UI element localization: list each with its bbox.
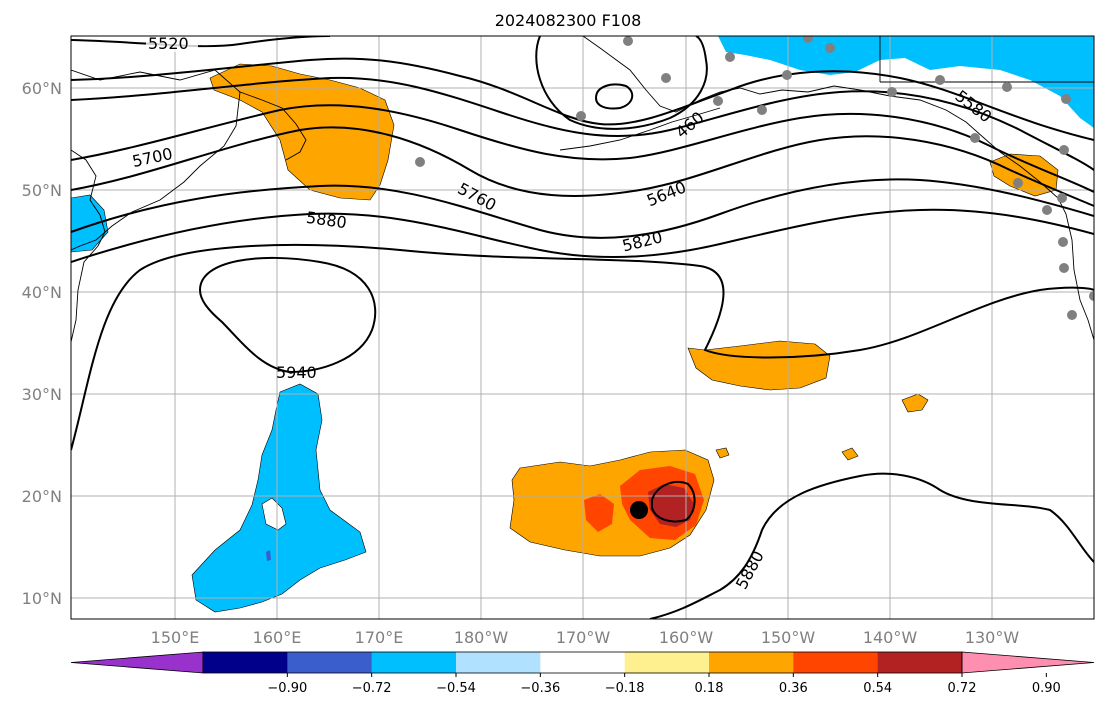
contour-label: 5520 bbox=[148, 34, 189, 53]
colorbar-bin bbox=[371, 652, 457, 673]
station-marker bbox=[1089, 291, 1094, 301]
contour-low-alaska bbox=[535, 36, 708, 130]
anomaly-region-subtropical bbox=[687, 340, 831, 391]
station-marker bbox=[1058, 237, 1068, 247]
shaded-anomaly-regions bbox=[71, 36, 1094, 613]
colorbar-bin bbox=[877, 652, 963, 673]
station-marker bbox=[713, 96, 723, 106]
colorbar-tick-label: −0.90 bbox=[267, 681, 307, 696]
station-markers bbox=[415, 36, 1094, 320]
station-marker bbox=[415, 157, 425, 167]
colorbar-bin bbox=[540, 652, 626, 673]
station-marker bbox=[825, 43, 835, 53]
lon-tick-label: 170°W bbox=[556, 628, 611, 647]
colorbar-bin bbox=[793, 652, 879, 673]
colorbar: −0.90 −0.72 −0.54 −0.36 −0.18 0.18 0.36 0.54 0.7… bbox=[70, 651, 1095, 696]
lon-tick-label: 160°E bbox=[253, 628, 302, 647]
anomaly-region-arctic-negative bbox=[718, 36, 1094, 128]
anomaly-region-small-east bbox=[901, 393, 929, 413]
colorbar-bin bbox=[287, 652, 373, 673]
colorbar-tick-label: −0.72 bbox=[352, 681, 392, 696]
anomaly-region-hole bbox=[261, 497, 287, 531]
contour-5880-north bbox=[71, 208, 1094, 263]
lon-tick-label: 170°E bbox=[355, 628, 404, 647]
colorbar-bin bbox=[203, 652, 288, 673]
contour-low-alaska-inner bbox=[594, 83, 634, 110]
coastline-asia-east bbox=[71, 149, 106, 343]
station-marker bbox=[887, 87, 897, 97]
contour-5880-subtropical bbox=[71, 243, 1094, 451]
contour-label: 5940 bbox=[276, 363, 317, 382]
colorbar-extension-low bbox=[70, 651, 204, 674]
lon-tick-label: 150°E bbox=[151, 628, 200, 647]
colorbar-tick-label: −0.18 bbox=[605, 681, 645, 696]
lat-tick-label: 10°N bbox=[22, 589, 62, 608]
longitude-labels: 150°E 160°E 170°E 180°W 170°W 160°W 150°… bbox=[151, 628, 1020, 647]
colorbar-bin bbox=[456, 652, 541, 673]
station-marker bbox=[1002, 82, 1012, 92]
lon-tick-label: 160°W bbox=[659, 628, 714, 647]
contour-5700 bbox=[71, 104, 1094, 193]
colorbar-tick-label: −0.54 bbox=[436, 681, 476, 696]
chart-title: 2024082300 F108 bbox=[495, 11, 642, 30]
colorbar-tick-label: 0.90 bbox=[1032, 681, 1061, 696]
station-marker bbox=[1042, 205, 1052, 215]
contour-5820 bbox=[71, 178, 1094, 239]
anomaly-region-hawaii-west bbox=[584, 494, 614, 532]
colorbar-tick-label: 0.18 bbox=[695, 681, 724, 696]
latitude-labels: 60°N 50°N 40°N 30°N 20°N 10°N bbox=[22, 79, 62, 608]
height-contours bbox=[71, 36, 1094, 619]
lat-tick-label: 20°N bbox=[22, 487, 62, 506]
station-marker bbox=[1057, 193, 1067, 203]
lat-tick-label: 30°N bbox=[22, 385, 62, 404]
station-marker bbox=[970, 133, 980, 143]
gridlines bbox=[71, 36, 1094, 619]
contour-5760 bbox=[71, 126, 1094, 207]
station-marker bbox=[935, 75, 945, 85]
station-marker bbox=[1059, 263, 1069, 273]
lon-tick-label: 130°W bbox=[965, 628, 1020, 647]
coastline-aleutians bbox=[559, 107, 721, 151]
station-marker bbox=[1067, 310, 1077, 320]
colorbar-frame bbox=[202, 651, 963, 674]
station-marker bbox=[623, 36, 633, 46]
station-marker bbox=[803, 36, 813, 43]
colorbar-tick-label: 0.54 bbox=[863, 681, 892, 696]
station-marker bbox=[757, 105, 767, 115]
plot-area: 5520 5700 5880 5760 5640 5820 5940 5880 … bbox=[71, 34, 1094, 619]
colorbar-tick-label: −0.36 bbox=[520, 681, 560, 696]
center-marker bbox=[630, 501, 648, 519]
station-marker bbox=[782, 70, 792, 80]
contour-5940 bbox=[198, 256, 377, 374]
coastline-kamchatka bbox=[239, 91, 307, 161]
station-marker bbox=[576, 111, 586, 121]
anomaly-region-small-blue bbox=[266, 550, 271, 561]
anomaly-region-dot-1 bbox=[841, 447, 859, 461]
contour-5880-south bbox=[649, 472, 1094, 619]
station-marker bbox=[1061, 94, 1071, 104]
lon-tick-label: 140°W bbox=[863, 628, 918, 647]
anomaly-region-dot-2 bbox=[715, 447, 730, 459]
lon-tick-label: 150°W bbox=[761, 628, 816, 647]
contour-5580 bbox=[71, 57, 1094, 141]
lat-tick-label: 50°N bbox=[22, 181, 62, 200]
colorbar-tick-label: 0.36 bbox=[779, 681, 808, 696]
station-marker bbox=[1013, 178, 1023, 188]
contour-hawaii-inner bbox=[651, 481, 696, 523]
station-marker bbox=[1059, 145, 1069, 155]
colorbar-extension-high bbox=[961, 651, 1095, 674]
plot-frame bbox=[70, 35, 1095, 620]
station-marker bbox=[725, 52, 735, 62]
station-marker bbox=[661, 73, 671, 83]
lat-tick-label: 40°N bbox=[22, 283, 62, 302]
colorbar-bin bbox=[709, 652, 794, 673]
contour-5640a bbox=[71, 76, 1094, 171]
contour-5520 bbox=[71, 36, 331, 48]
lat-tick-label: 60°N bbox=[22, 79, 62, 98]
lon-tick-label: 180°W bbox=[454, 628, 509, 647]
colorbar-bin bbox=[624, 652, 710, 673]
colorbar-tick-label: 0.72 bbox=[948, 681, 977, 696]
